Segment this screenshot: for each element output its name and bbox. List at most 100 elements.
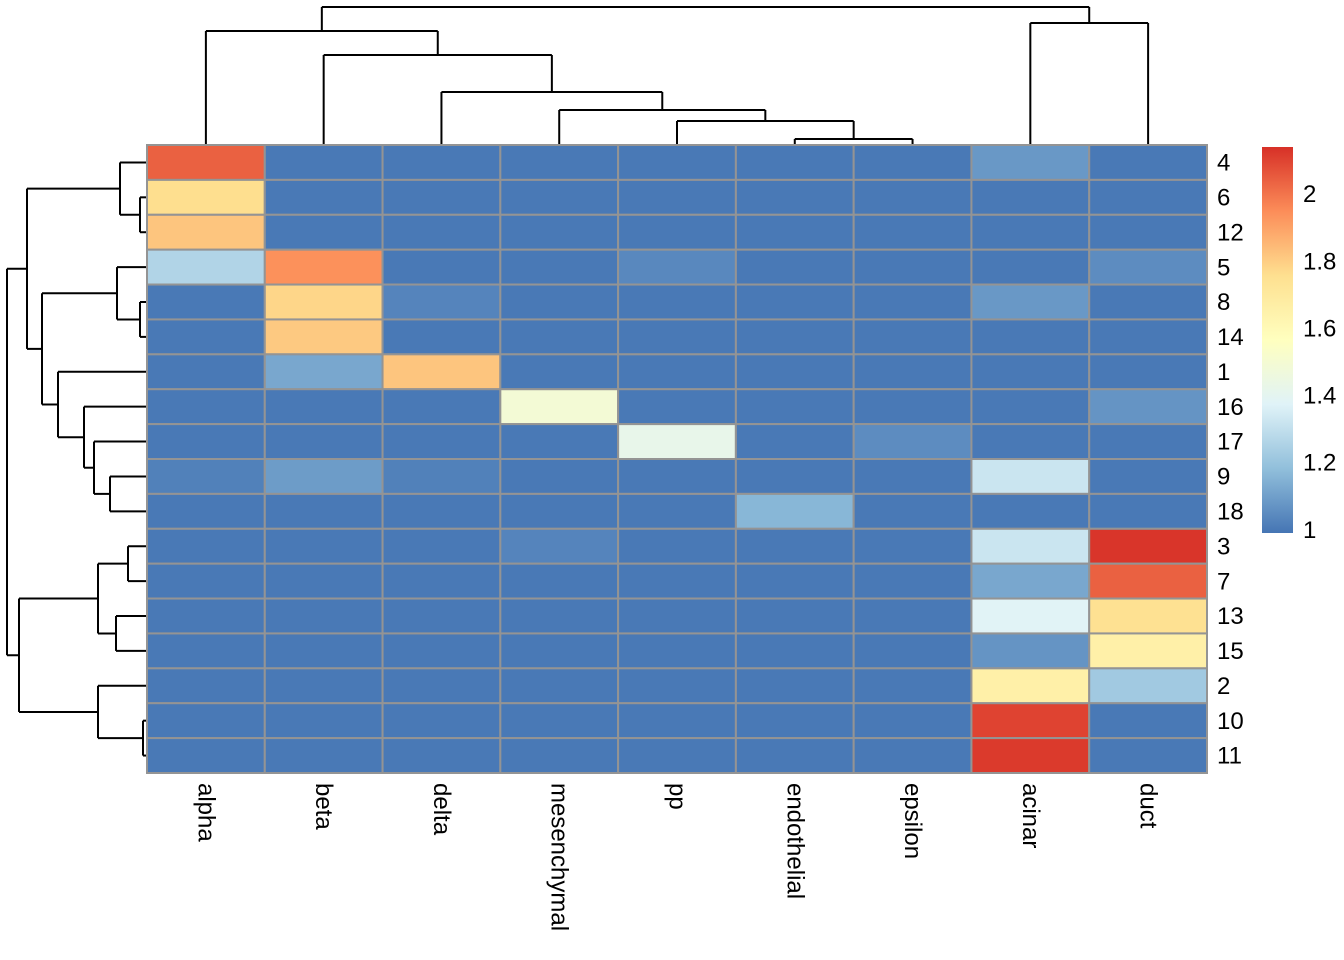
heatmap-cell [617,423,737,461]
heatmap-cell [617,737,737,774]
heatmap-cell [263,632,384,670]
heatmap-cell [852,527,973,565]
heatmap-cell [146,213,266,251]
heatmap-cell [970,283,1091,321]
heatmap-cell [617,178,737,216]
heatmap-cell [263,737,384,774]
heatmap-cell [263,213,384,251]
heatmap-cell [146,737,266,774]
heatmap-cell [146,318,266,356]
heatmap-cell [852,492,973,530]
heatmap-cell [734,318,855,356]
row-label: 1 [1217,359,1230,386]
heatmap-cell [617,144,737,181]
heatmap-cell [617,458,737,495]
heatmap-cell [734,458,855,495]
row-label: 7 [1217,568,1230,595]
heatmap-cell [970,423,1091,461]
heatmap-cell [970,458,1091,495]
heatmap-cell [1088,283,1208,321]
heatmap-cell [263,597,384,635]
colorbar-tick-label: 1.4 [1303,383,1336,410]
heatmap-cell [1088,423,1208,461]
column-label: pp [664,783,691,810]
heatmap-border [146,144,1208,774]
row-label: 9 [1217,464,1230,491]
heatmap-cell [1088,562,1208,600]
column-label: acinar [1017,783,1044,848]
heatmap-cell [263,283,384,321]
row-dendrogram [6,161,147,757]
heatmap-cell [1088,492,1208,530]
row-label: 18 [1217,498,1244,525]
heatmap-cell [499,458,620,495]
row-label: 10 [1217,708,1244,735]
heatmap-grid [146,144,1208,774]
heatmap-cell [1088,353,1208,391]
column-dendrogram [204,6,1150,145]
heatmap-cell [263,144,384,181]
heatmap-cell [499,562,620,600]
heatmap-cell [734,423,855,461]
heatmap-cell [381,737,502,774]
heatmap-cell [734,248,855,286]
heatmap-cell [146,562,266,600]
heatmap-cell [617,492,737,530]
row-label: 17 [1217,429,1244,456]
heatmap-cell [617,318,737,356]
heatmap-cell [852,562,973,600]
heatmap-cell [381,492,502,530]
heatmap-cell [852,702,973,740]
heatmap-cell [381,458,502,495]
heatmap-cell [263,248,384,286]
heatmap-cell [734,737,855,774]
heatmap-cell [499,632,620,670]
heatmap-cell [146,178,266,216]
column-label: duct [1135,783,1162,829]
heatmap-cell [499,283,620,321]
heatmap-cell [263,562,384,600]
heatmap-cell [499,353,620,391]
heatmap-cell [499,737,620,774]
heatmap-cell [1088,458,1208,495]
heatmap-cell [146,388,266,426]
heatmap-cell [381,597,502,635]
heatmap-cell [1088,248,1208,286]
heatmap-cell [381,318,502,356]
heatmap-cell [499,597,620,635]
heatmap-cell [970,248,1091,286]
heatmap-cell [1088,597,1208,635]
heatmap-cell [617,213,737,251]
heatmap-cell [263,423,384,461]
heatmap-cell [1088,388,1208,426]
heatmap-cell [970,702,1091,740]
heatmap-cell [970,318,1091,356]
heatmap-cell [617,248,737,286]
heatmap-cell [1088,213,1208,251]
heatmap-cell [146,632,266,670]
heatmap-cell [381,423,502,461]
heatmap-cell [381,283,502,321]
heatmap-cell [146,353,266,391]
heatmap-cell [146,458,266,495]
colorbar-gradient [1262,147,1293,533]
heatmap-cell [617,597,737,635]
heatmap-cell [617,562,737,600]
heatmap-cell [734,597,855,635]
heatmap-cell [499,667,620,705]
colorbar-tick-label: 2 [1303,181,1316,208]
row-label: 6 [1217,184,1230,211]
heatmap-cell [146,248,266,286]
heatmap-cell [734,178,855,216]
heatmap-cell [734,353,855,391]
heatmap-cell [970,388,1091,426]
heatmap-cell [970,667,1091,705]
heatmap-cell [381,144,502,181]
heatmap-cell [146,423,266,461]
heatmap-cell [852,353,973,391]
heatmap-cell [734,702,855,740]
heatmap-cell [970,527,1091,565]
heatmap-cell [146,492,266,530]
heatmap-cell [1088,318,1208,356]
